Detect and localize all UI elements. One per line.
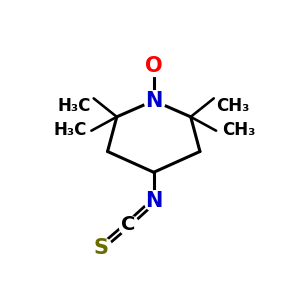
Text: N: N <box>145 91 162 111</box>
Text: H₃C: H₃C <box>58 98 91 116</box>
Text: ●: ● <box>88 234 113 262</box>
Text: ●: ● <box>141 187 167 215</box>
Text: CH₃: CH₃ <box>216 98 250 116</box>
Text: H₃C: H₃C <box>53 121 87 139</box>
Text: S: S <box>93 238 108 258</box>
Text: ●: ● <box>116 210 140 238</box>
Text: C: C <box>121 215 136 234</box>
Text: CH₃: CH₃ <box>222 121 255 139</box>
Text: ●: ● <box>141 52 167 80</box>
Text: O: O <box>145 56 163 76</box>
Text: ●: ● <box>141 87 167 115</box>
Text: N: N <box>145 191 162 211</box>
